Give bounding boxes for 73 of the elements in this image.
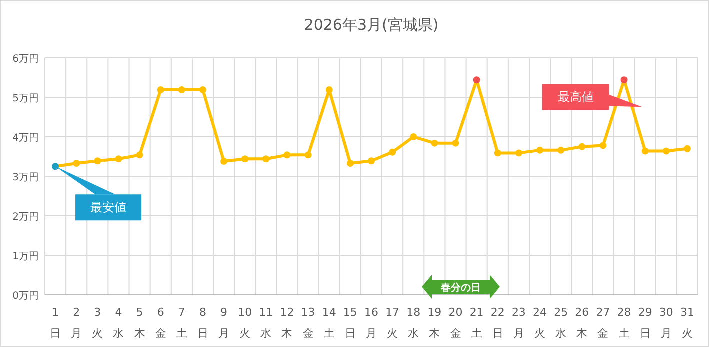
annotation: 最高値 (558, 90, 594, 104)
point (326, 86, 333, 94)
point (452, 140, 460, 147)
point (284, 152, 291, 159)
point (157, 86, 164, 94)
point (346, 160, 354, 167)
point (473, 76, 480, 84)
x-tick-label: 15 日 (343, 306, 358, 340)
point (642, 148, 649, 155)
x-tick-label: 18 水 (406, 306, 421, 340)
x-tick-label: 30 月 (659, 306, 674, 340)
x-tick-label: 21 土 (470, 306, 484, 340)
x-tick-label: 1 日 (50, 306, 62, 340)
y-tick-label: 6万円 (12, 54, 39, 65)
point (558, 146, 565, 154)
x-tick-label: 2 月 (71, 306, 82, 340)
point (431, 140, 438, 147)
point (515, 150, 522, 157)
point (262, 156, 270, 163)
x-tick-label: 16 月 (364, 306, 378, 340)
point (304, 152, 312, 159)
x-tick-label: 20 金 (448, 306, 463, 340)
x-tick-label: 4 水 (113, 306, 124, 340)
point (684, 145, 691, 152)
point (115, 156, 122, 163)
x-tick-label: 14 土 (322, 306, 336, 340)
x-tick-label: 12 木 (280, 306, 294, 340)
point (410, 134, 418, 140)
point (662, 148, 670, 155)
x-tick-label: 29 日 (638, 306, 652, 340)
point (494, 150, 502, 157)
y-tick-label: 3万円 (12, 172, 39, 184)
x-tick-label: 25 水 (554, 306, 568, 340)
point (52, 163, 60, 170)
point (578, 143, 586, 150)
x-tick-label: 22 日 (490, 306, 505, 340)
point (368, 158, 375, 165)
x-tick-label: 23 月 (512, 306, 526, 340)
x-tick-label: 17 火 (386, 306, 400, 340)
x-tick-label: 28 土 (617, 306, 632, 340)
point (389, 148, 396, 156)
x-tick-label: 13 金 (301, 306, 316, 340)
x-tick-label: 6 金 (155, 306, 166, 340)
point (136, 152, 144, 159)
point (178, 86, 186, 94)
y-tick-label: 4万円 (12, 133, 39, 144)
x-tick-label: 8 日 (197, 306, 208, 340)
annotation: 最安値 (90, 200, 127, 215)
point (220, 158, 228, 165)
x-tick-label: 31 火 (680, 306, 694, 340)
x-tick-label: 24 火 (533, 306, 548, 340)
x-tick-label: 3 火 (92, 306, 104, 340)
point (199, 86, 206, 94)
x-tick-label: 7 土 (176, 306, 188, 340)
x-tick-label: 9 月 (218, 306, 230, 340)
annotation: 春分の日 (440, 282, 482, 294)
point (620, 76, 628, 84)
point (600, 142, 607, 150)
y-tick-label: 5万円 (12, 94, 39, 104)
point (73, 160, 80, 167)
y-tick-label: 1万円 (12, 252, 39, 262)
x-tick-label: 26 木 (575, 306, 590, 340)
point (94, 158, 102, 165)
x-tick-label: 5 木 (134, 306, 146, 340)
y-tick-label: 0万円 (12, 291, 39, 302)
x-tick-label: 27 金 (596, 306, 610, 340)
chart-title: 2026年3月(宮城県) (304, 16, 439, 34)
x-tick-label: 19 木 (428, 306, 442, 340)
x-tick-label: 10 火 (238, 306, 252, 340)
y-tick-label: 2万円 (12, 212, 39, 223)
x-tick-label: 11 水 (259, 306, 274, 340)
point (242, 156, 249, 163)
point (536, 146, 544, 154)
